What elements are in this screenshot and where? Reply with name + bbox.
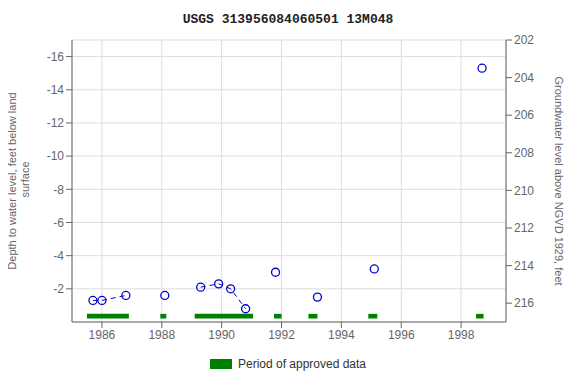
svg-text:-4: -4 bbox=[53, 249, 64, 263]
svg-text:214: 214 bbox=[514, 259, 534, 273]
svg-text:1996: 1996 bbox=[388, 328, 415, 342]
svg-text:1986: 1986 bbox=[89, 328, 116, 342]
svg-text:-2: -2 bbox=[53, 282, 64, 296]
html-text:Period of approved data: Period of approved data bbox=[238, 357, 366, 371]
svg-text:1992: 1992 bbox=[268, 328, 295, 342]
svg-text:212: 212 bbox=[514, 221, 534, 235]
svg-text:-10: -10 bbox=[47, 149, 65, 163]
svg-text:Depth to water level, feet bel: Depth to water level, feet below land su… bbox=[8, 92, 31, 269]
svg-text:216: 216 bbox=[514, 296, 534, 310]
svg-text:-8: -8 bbox=[53, 183, 64, 197]
svg-text:202: 202 bbox=[514, 33, 534, 47]
svg-text:1998: 1998 bbox=[448, 328, 475, 342]
svg-text:208: 208 bbox=[514, 146, 534, 160]
html-text:USGS 313956084060501 13M048: USGS 313956084060501 13M048 bbox=[182, 12, 394, 27]
svg-text:1990: 1990 bbox=[208, 328, 235, 342]
svg-text:210: 210 bbox=[514, 184, 534, 198]
svg-text:-12: -12 bbox=[47, 116, 65, 130]
svg-text:1994: 1994 bbox=[328, 328, 355, 342]
svg-text:-14: -14 bbox=[47, 83, 65, 97]
svg-text:206: 206 bbox=[514, 108, 534, 122]
svg-text:1988: 1988 bbox=[148, 328, 175, 342]
svg-text:204: 204 bbox=[514, 71, 534, 85]
svg-text:-16: -16 bbox=[47, 50, 65, 64]
svg-text:Groundwater level above NGVD 1: Groundwater level above NGVD 1929, feet bbox=[553, 76, 565, 285]
svg-text:-6: -6 bbox=[53, 216, 64, 230]
